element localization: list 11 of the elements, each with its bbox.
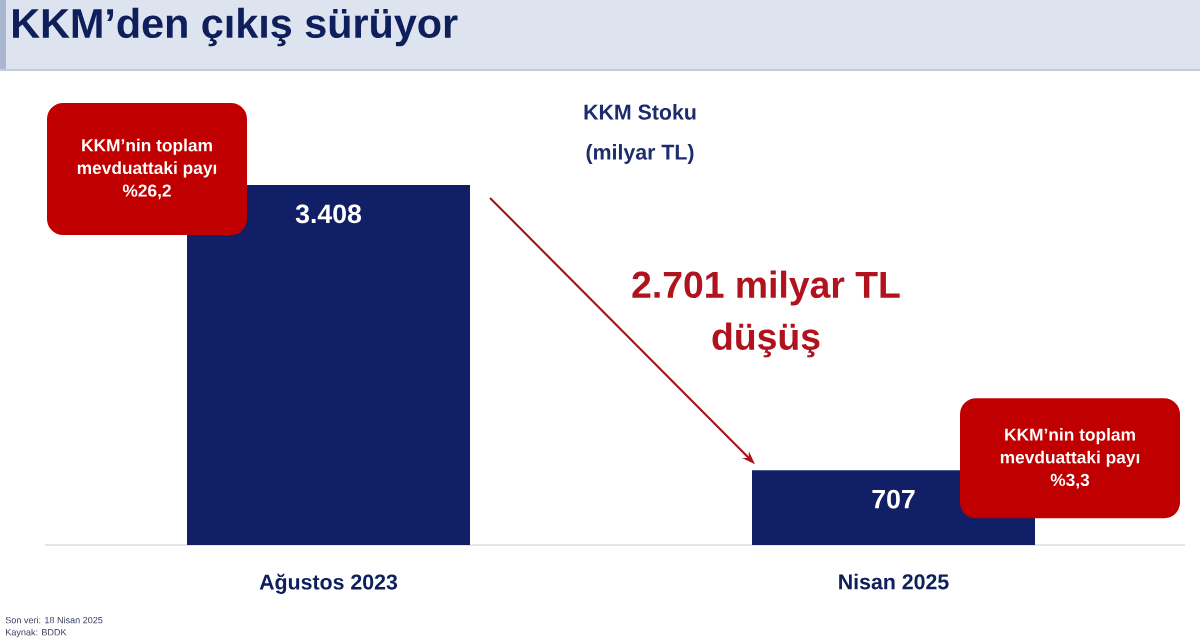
- chart-title: KKM’den çıkış sürüyor: [13, 7, 458, 47]
- annotation: KKM’nin toplam mevduattaki payı %3,3: [1000, 428, 1140, 489]
- text: Son veri: 18 Nisan 2025: [5, 616, 103, 624]
- chart-subtitle: KKM Stoku (milyar TL): [584, 104, 696, 164]
- text: Kaynak: BDDK: [6, 628, 67, 638]
- x-tick-label: Nisan 2025: [839, 573, 949, 590]
- data-label: 707: [872, 489, 915, 509]
- annotation: KKM’nin toplam mevduattaki payı %26,2: [77, 138, 217, 200]
- x-tick-label: Ağustos 2023: [259, 573, 398, 594]
- annotation: 2.701 milyar TL düşüş: [632, 270, 900, 358]
- data-label: 3.408: [295, 204, 362, 224]
